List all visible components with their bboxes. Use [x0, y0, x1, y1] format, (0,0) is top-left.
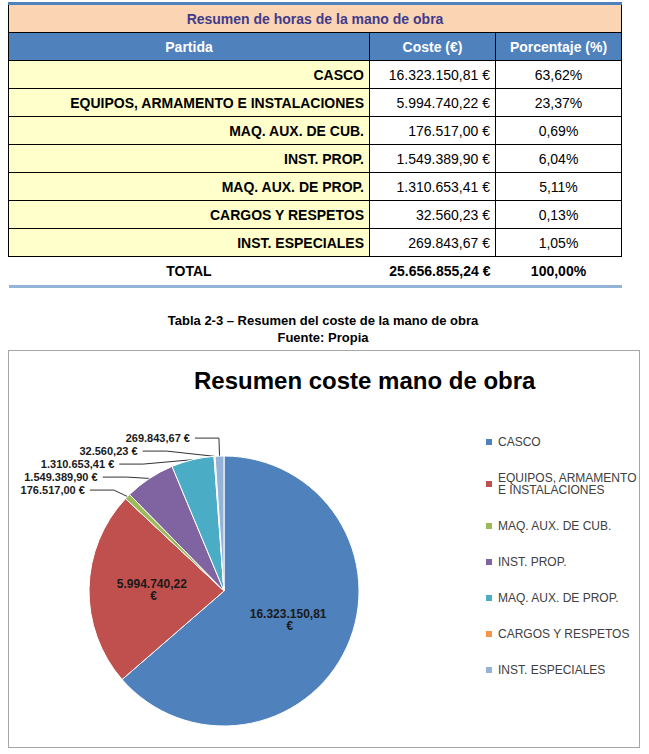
svg-text:16.323.150,81: 16.323.150,81: [249, 607, 327, 622]
html-text:176.517,00 €: 176.517,00 €: [408, 122, 490, 139]
html-text:1.549.389,90 €: 1.549.389,90 €: [396, 150, 490, 167]
html-text:EQUIPOS, ARMAMENTO E INSTALACI: EQUIPOS, ARMAMENTO E INSTALACIONES: [70, 94, 364, 111]
html-text:32.560,23 €: 32.560,23 €: [416, 206, 490, 223]
svg-text:INST. PROP.: INST. PROP.: [498, 555, 566, 569]
html-text:MAQ. AUX. DE CUB.: MAQ. AUX. DE CUB.: [229, 122, 364, 139]
html-text:23,37%: 23,37%: [534, 94, 583, 111]
svg-text:MAQ. AUX. DE PROP.: MAQ. AUX. DE PROP.: [498, 591, 618, 605]
html-text:1.310.653,41 €: 1.310.653,41 €: [396, 178, 490, 195]
html-text:0,69%: 0,69%: [538, 122, 579, 139]
html-text:INST. PROP.: INST. PROP.: [284, 150, 364, 167]
html-text:Partida: Partida: [165, 38, 213, 55]
svg-text:Resumen coste mano de obra: Resumen coste mano de obra: [194, 367, 536, 394]
html-text:5.994.740,22 €: 5.994.740,22 €: [396, 94, 490, 111]
html-text:16.323.150,81 €: 16.323.150,81 €: [388, 66, 490, 83]
svg-text:E INSTALACIONES: E INSTALACIONES: [498, 483, 604, 497]
html-text:Resumen de horas de la mano de: Resumen de horas de la mano de obra: [186, 10, 444, 27]
html-text:INST. ESPECIALES: INST. ESPECIALES: [237, 234, 364, 251]
svg-text:€: €: [283, 619, 293, 633]
svg-text:5.994.740,22: 5.994.740,22: [116, 576, 191, 591]
svg-text:MAQ. AUX. DE CUB.: MAQ. AUX. DE CUB.: [498, 519, 611, 533]
html-text:CARGOS Y RESPETOS: CARGOS Y RESPETOS: [209, 206, 364, 223]
html-text:25.656.855,24 €: 25.656.855,24 €: [389, 263, 491, 279]
html-text:1,05%: 1,05%: [538, 234, 579, 251]
svg-text:269.843,67 €: 269.843,67 €: [126, 432, 190, 444]
html-text:5,11%: 5,11%: [539, 178, 578, 195]
svg-text:INST. ESPECIALES: INST. ESPECIALES: [498, 663, 605, 677]
html-text:CASCO: CASCO: [313, 66, 364, 83]
html-text:6,04%: 6,04%: [538, 150, 579, 167]
html-text:MAQ. AUX. DE PROP.: MAQ. AUX. DE PROP.: [221, 178, 364, 195]
svg-text:1.310.653,41 €: 1.310.653,41 €: [41, 458, 114, 470]
html-text:TOTAL: TOTAL: [166, 263, 212, 279]
svg-text:CARGOS Y RESPETOS: CARGOS Y RESPETOS: [498, 627, 629, 641]
html-text:100,00%: 100,00%: [530, 263, 587, 279]
svg-text:€: €: [150, 589, 157, 603]
html-text:Fuente: Propia: Fuente: Propia: [277, 330, 369, 345]
html-text:269.843,67 €: 269.843,67 €: [408, 234, 490, 251]
html-text:Coste (€): Coste (€): [402, 38, 463, 55]
html-text:0,13%: 0,13%: [538, 206, 579, 223]
svg-text:176.517,00 €: 176.517,00 €: [21, 484, 85, 496]
svg-text:32.560,23 €: 32.560,23 €: [79, 445, 137, 457]
html-text:Porcentaje (%): Porcentaje (%): [509, 38, 608, 55]
svg-text:1.549.389,90 €: 1.549.389,90 €: [24, 471, 97, 483]
html-text:63,62%: 63,62%: [534, 66, 583, 83]
svg-text:CASCO: CASCO: [498, 435, 541, 449]
html-text:Tabla 2-3 – Resumen del coste: Tabla 2-3 – Resumen del coste de la mano…: [167, 313, 479, 328]
